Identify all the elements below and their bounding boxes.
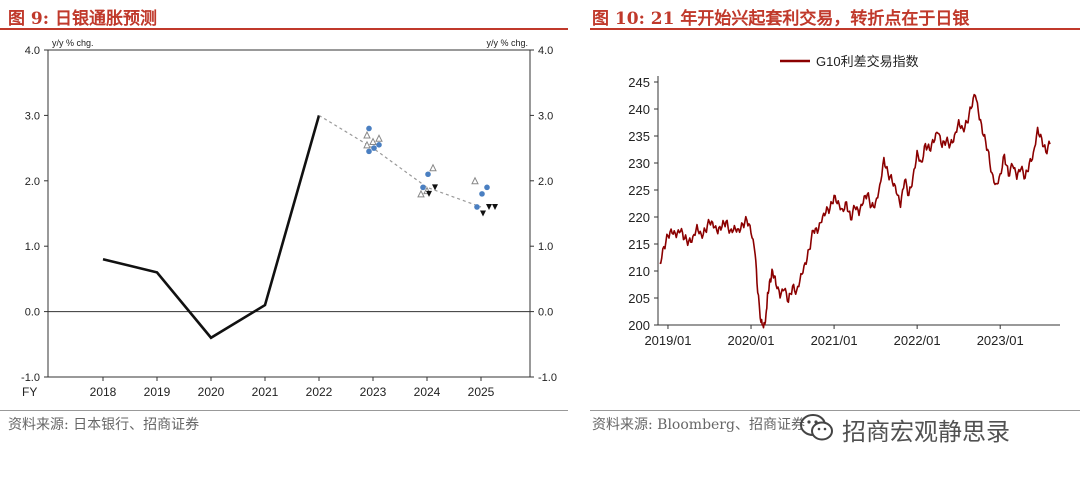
y-tick-label: 235 <box>628 129 650 144</box>
left-title-rule <box>0 28 568 30</box>
watermark: 招商宏观静思录 <box>800 412 1010 447</box>
forecast-open-triangle <box>363 130 371 139</box>
forecast-blue-circle <box>366 148 372 155</box>
x-tick-label: 2021 <box>252 385 279 399</box>
forecast-blue-circle <box>371 145 377 151</box>
x-tick-label: 2025 <box>468 385 495 399</box>
right-source-note: 资料来源: Bloomberg、招商证券 <box>592 417 805 433</box>
wechat-icon <box>800 413 834 447</box>
forecast-blue-circle <box>484 184 490 191</box>
forecast-open-triangle <box>375 134 383 142</box>
forecast-filled-triangle <box>426 190 432 197</box>
left-y-tick-label: 0.0 <box>25 307 40 319</box>
left-y-tick-label: 4.0 <box>25 45 40 57</box>
left-source-rule <box>0 410 568 411</box>
y-tick-label: 210 <box>628 264 650 279</box>
right-y-tick-label: 3.0 <box>538 110 553 122</box>
left-y-tick-label: 2.0 <box>25 176 40 188</box>
left-chart-inflation-forecast: 4.0 4.0 3.0 3.0 2.0 2.0 1.0 1.0 0.0 0.0 -1.0 -1.0 y/… <box>21 38 557 399</box>
y-tick-label: 205 <box>628 291 650 306</box>
x-tick-label: 2020/01 <box>728 333 775 348</box>
forecast-filled-triangle <box>480 210 486 217</box>
forecast-blue-circle <box>376 142 382 148</box>
legend-label-g10: G10利差交易指数 <box>816 54 919 69</box>
forecast-open-triangle <box>363 140 371 149</box>
forecast-open-triangle <box>471 176 479 185</box>
left-source-note: 资料来源: 日本银行、招商证券 <box>8 417 200 433</box>
x-tick-label: 2024 <box>414 385 441 399</box>
right-y-tick-label: 0.0 <box>538 307 553 319</box>
y-tick-label: 245 <box>628 75 650 90</box>
forecast-open-triangle <box>369 137 377 146</box>
forecast-blue-circle <box>425 171 431 178</box>
x-tick-label: 2022/01 <box>894 333 941 348</box>
x-tick-label: 2018 <box>90 385 117 399</box>
y-tick-label: 200 <box>628 318 650 333</box>
forecast-open-triangle <box>417 189 425 198</box>
right-y-tick-label: -1.0 <box>538 372 557 384</box>
x-tick-label: 2020 <box>198 385 225 399</box>
left-y-tick-label: 3.0 <box>25 110 40 122</box>
g10-carry-index-line <box>659 93 1051 329</box>
watermark-text: 招商宏观静思录 <box>842 418 1010 446</box>
actual-inflation-line <box>102 115 321 340</box>
y-tick-label: 240 <box>628 102 650 117</box>
x-tick-label: 2022 <box>306 385 333 399</box>
forecast-open-triangle <box>429 163 437 172</box>
right-title-rule <box>590 28 1080 30</box>
left-figure-title: 图 9: 日银通胀预测 <box>8 9 157 29</box>
right-figure-title: 图 10: 21 年开始兴起套利交易，转折点在于日银 <box>592 9 970 29</box>
y-tick-label: 220 <box>628 210 650 225</box>
y-tick-label: 215 <box>628 237 650 252</box>
forecast-dashed-line <box>318 114 482 208</box>
right-y-tick-label: 4.0 <box>538 45 553 57</box>
x-axis-label: FY <box>22 385 37 399</box>
x-tick-label: 2023/01 <box>977 333 1024 348</box>
x-tick-label: 2019/01 <box>644 333 691 348</box>
forecast-blue-circle <box>474 204 480 210</box>
x-tick-label: 2023 <box>360 385 387 399</box>
forecast-blue-circle <box>479 191 485 197</box>
right-source-rule <box>590 410 1080 411</box>
right-y-unit-label: y/y % chg. <box>486 38 528 48</box>
left-y-tick-label: 1.0 <box>25 241 40 253</box>
right-y-tick-label: 2.0 <box>538 176 553 188</box>
y-tick-label: 225 <box>628 183 650 198</box>
y-tick-label: 230 <box>628 156 650 171</box>
x-tick-label: 2021/01 <box>811 333 858 348</box>
x-tick-label: 2019 <box>144 385 171 399</box>
forecast-filled-triangle <box>432 184 438 191</box>
left-y-tick-label: -1.0 <box>21 372 40 384</box>
forecast-filled-triangle <box>486 203 492 210</box>
left-y-unit-label: y/y % chg. <box>52 38 94 48</box>
forecast-blue-circle <box>366 125 372 132</box>
right-y-tick-label: 1.0 <box>538 241 553 253</box>
forecast-blue-circle <box>420 184 426 191</box>
left-plot-frame <box>47 49 531 378</box>
forecast-filled-triangle <box>492 203 498 210</box>
